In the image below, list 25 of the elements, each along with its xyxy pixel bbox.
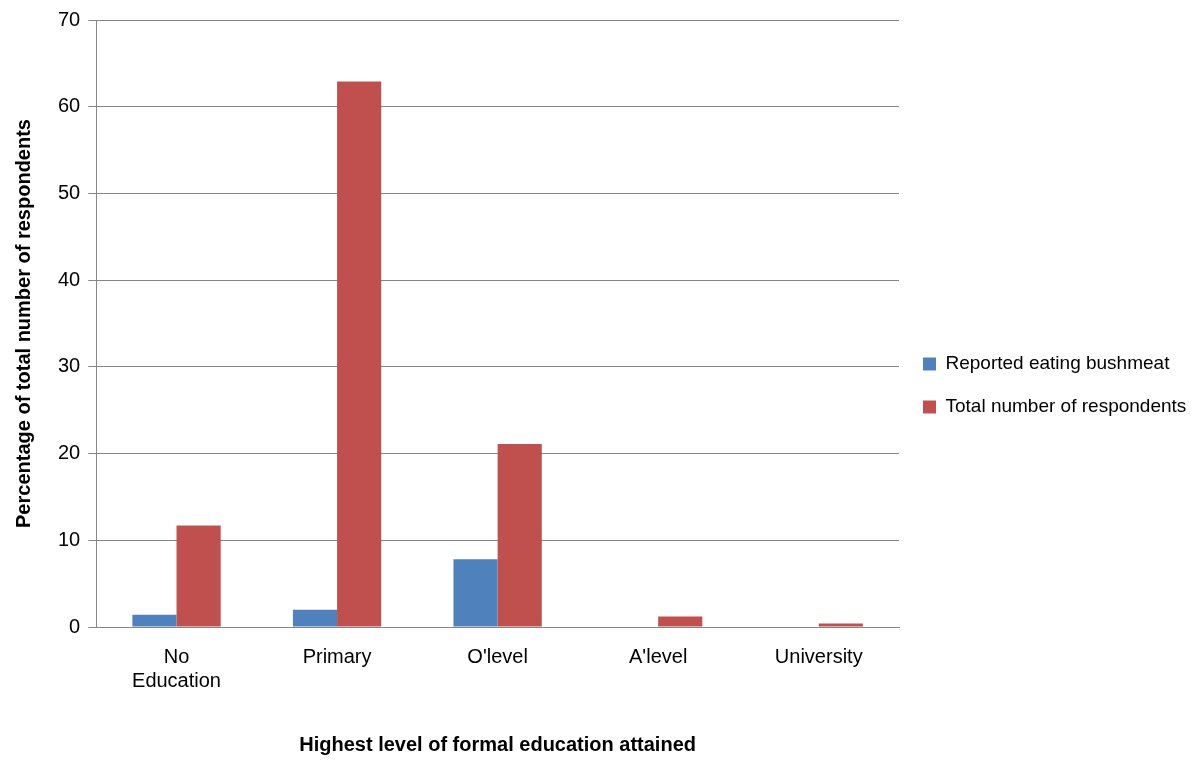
y-tick-label: 50 xyxy=(58,180,81,203)
bar xyxy=(132,614,177,627)
y-tick-label: 30 xyxy=(58,354,81,377)
x-tick-label: University xyxy=(774,644,863,667)
y-tick-label: 70 xyxy=(58,7,81,30)
bar xyxy=(497,444,542,627)
y-tick-label: 0 xyxy=(69,614,81,637)
y-tick-label: 60 xyxy=(58,94,81,117)
bar xyxy=(658,616,703,627)
x-axis-title: Highest level of formal education attained xyxy=(299,732,696,755)
bar xyxy=(292,609,338,627)
legend-label: Reported eating bushmeat xyxy=(945,352,1171,374)
y-tick-label: 10 xyxy=(58,527,81,550)
legend-label: Total number of respondents xyxy=(945,395,1187,417)
bar xyxy=(818,623,863,627)
bar xyxy=(337,81,382,627)
x-tick-label: A'level xyxy=(629,644,688,667)
x-tick-label: Primary xyxy=(302,644,372,667)
bar xyxy=(176,525,221,627)
y-tick-label: 40 xyxy=(58,267,81,290)
y-tick-label: 20 xyxy=(58,441,81,464)
x-tick-label: O'level xyxy=(467,644,528,667)
bar xyxy=(453,559,498,627)
y-axis-title: Percentage of total number of respondents xyxy=(11,119,34,528)
x-tick-label: No Education xyxy=(132,644,222,691)
